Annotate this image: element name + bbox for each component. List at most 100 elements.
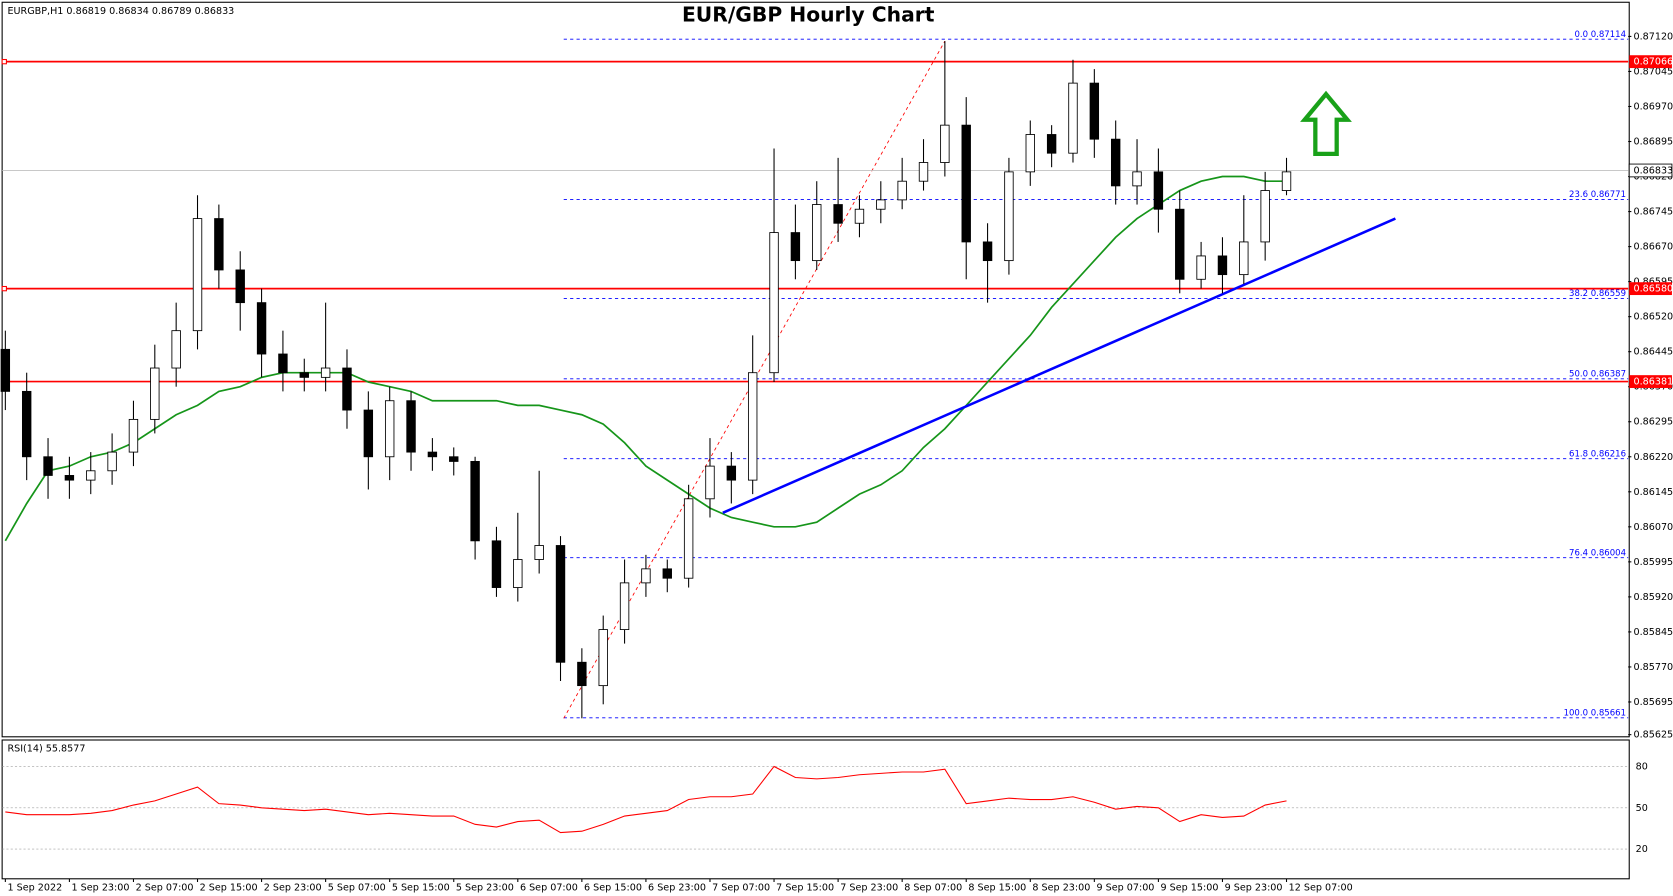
level-label: 0.87066 — [1633, 57, 1673, 68]
level-label: 0.86580 — [1633, 284, 1673, 295]
candle-body — [1110, 138, 1121, 187]
x-tick-label: 9 Sep 23:00 — [1225, 882, 1283, 893]
fib-label: 76.4 0.86004 — [1569, 548, 1626, 558]
candle-body — [406, 400, 416, 453]
candle-body — [0, 348, 11, 392]
fib-label: 61.8 0.86216 — [1569, 449, 1626, 459]
y-tick-label: 0.86970 — [1633, 101, 1673, 112]
candle-body — [21, 390, 32, 458]
y-tick-label: 0.85920 — [1633, 592, 1673, 603]
x-tick-label: 1 Sep 23:00 — [72, 882, 130, 893]
candle-body — [662, 568, 672, 579]
x-tick-label: 2 Sep 15:00 — [200, 882, 258, 893]
candle-body — [961, 124, 971, 243]
candle-body — [876, 199, 886, 210]
candle-body — [940, 124, 950, 163]
candle-body — [214, 218, 224, 271]
chart-title: EUR/GBP Hourly Chart — [682, 3, 935, 27]
x-tick-label: 6 Sep 15:00 — [584, 882, 642, 893]
symbol-header: EURGBP,H1 0.86819 0.86834 0.86789 0.8683… — [7, 6, 234, 17]
y-tick-label: 0.86070 — [1633, 522, 1673, 533]
y-tick-label: 0.87120 — [1633, 31, 1673, 42]
rsi-tick-label: 50 — [1636, 803, 1648, 814]
x-tick-label: 7 Sep 07:00 — [712, 882, 770, 893]
x-tick-label: 9 Sep 07:00 — [1096, 882, 1154, 893]
candle-body — [470, 461, 480, 542]
x-tick-label: 5 Sep 15:00 — [392, 882, 450, 893]
current-price-box — [1628, 163, 1673, 178]
x-tick-label: 8 Sep 15:00 — [968, 882, 1026, 893]
candle-body — [982, 241, 993, 262]
candle-body — [812, 204, 822, 262]
fib-price: 0.86387 — [1591, 369, 1626, 379]
candle-body — [1004, 171, 1014, 262]
y-tick-label: 0.86520 — [1633, 312, 1673, 323]
fib-price: 0.87114 — [1591, 29, 1626, 39]
candle-body — [534, 545, 544, 560]
candle-body — [256, 302, 267, 355]
fib-price: 0.86559 — [1591, 289, 1626, 299]
x-tick-label: 2 Sep 23:00 — [264, 882, 322, 893]
candle-body — [1281, 171, 1292, 191]
x-tick-label: 7 Sep 23:00 — [840, 882, 898, 893]
y-tick-label: 0.86895 — [1633, 137, 1673, 148]
y-tick-label: 0.85995 — [1633, 557, 1673, 568]
x-tick-label: 7 Sep 15:00 — [776, 882, 834, 893]
candle-body — [555, 545, 566, 663]
x-tick-label: 9 Sep 15:00 — [1161, 882, 1219, 893]
fib-label: 23.6 0.86771 — [1569, 190, 1626, 200]
x-tick-label: 8 Sep 23:00 — [1032, 882, 1090, 893]
fib-price: 0.86216 — [1591, 449, 1626, 459]
plot-layer: 0.871200.870450.869700.868950.868200.867… — [0, 29, 1673, 893]
candle-body — [1175, 208, 1185, 280]
candle-body — [150, 367, 160, 420]
candle-body — [171, 330, 181, 369]
candle-body — [769, 232, 779, 374]
fib-ratio: 61.8 — [1569, 449, 1588, 459]
fib-ratio: 38.2 — [1569, 289, 1588, 299]
candle-body — [491, 540, 502, 588]
candle-body — [854, 208, 865, 224]
fib-label: 0.0 0.87114 — [1574, 29, 1626, 39]
candle-body — [1089, 82, 1100, 140]
level-marker — [1, 285, 7, 292]
candle-body — [363, 409, 374, 458]
y-tick-label: 0.85845 — [1633, 627, 1673, 638]
candle-body — [235, 269, 245, 304]
candle-body — [1132, 171, 1142, 187]
fib-price: 0.86771 — [1591, 190, 1626, 200]
candle-body — [107, 451, 117, 472]
candle-body — [320, 367, 331, 378]
candle-body — [192, 218, 203, 332]
candle-body — [1068, 82, 1078, 154]
candle-body — [598, 629, 608, 687]
candle-body — [897, 180, 907, 201]
fib-price: 0.85661 — [1591, 708, 1626, 718]
fib-ratio: 76.4 — [1569, 548, 1588, 558]
candle-body — [64, 475, 75, 481]
fib-label: 100.0 0.85661 — [1564, 708, 1626, 718]
candle-body — [1153, 171, 1164, 210]
rsi-line — [5, 765, 1287, 834]
candle-body — [342, 367, 352, 411]
fib-ratio: 23.6 — [1569, 190, 1588, 200]
candle-body — [86, 470, 96, 481]
fib-ratio: 100.0 — [1564, 708, 1588, 718]
y-tick-label: 0.86220 — [1633, 452, 1673, 463]
fib-label: 50.0 0.86387 — [1569, 369, 1626, 379]
trendline — [722, 217, 1396, 514]
x-tick-label: 6 Sep 23:00 — [648, 882, 706, 893]
y-tick-label: 0.86595 — [1633, 277, 1673, 288]
y-tick-label: 0.85625 — [1633, 730, 1673, 741]
candle-body — [726, 465, 737, 481]
rsi-tick-label: 20 — [1636, 844, 1648, 855]
x-tick-label: 1 Sep 2022 — [7, 882, 62, 893]
level-box — [1629, 55, 1672, 69]
x-tick-label: 5 Sep 07:00 — [328, 882, 386, 893]
candle-body — [43, 456, 53, 476]
moving-average — [4, 175, 1287, 542]
level-box — [1629, 375, 1672, 388]
candle-body — [641, 568, 651, 584]
candle-body — [918, 162, 929, 182]
candle-body — [790, 232, 801, 262]
